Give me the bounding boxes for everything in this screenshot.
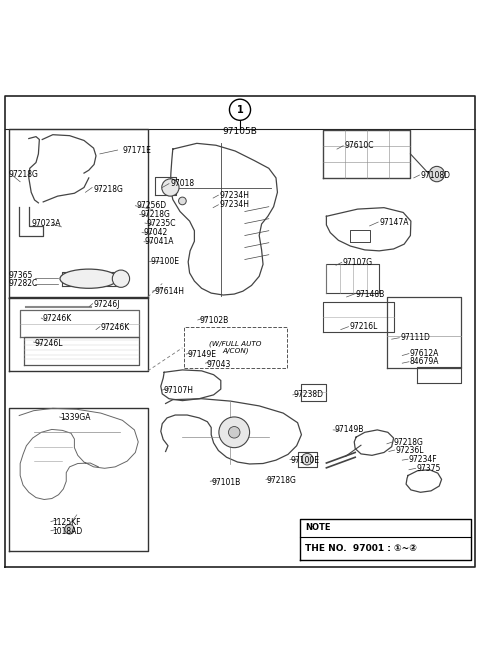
Text: 97100E: 97100E [291, 455, 320, 465]
Text: 97238D: 97238D [294, 391, 324, 399]
Text: 97149E: 97149E [187, 350, 216, 359]
Circle shape [219, 417, 250, 448]
Text: 97234F: 97234F [409, 455, 438, 463]
Text: 1125KF: 1125KF [52, 518, 80, 527]
Text: 97149B: 97149B [334, 426, 363, 434]
Text: 97218G: 97218G [94, 185, 123, 194]
Circle shape [162, 179, 179, 196]
Text: 97147A: 97147A [379, 217, 408, 227]
Text: NOTE: NOTE [305, 524, 331, 532]
Text: 97107G: 97107G [343, 258, 373, 267]
Text: 97610C: 97610C [345, 141, 374, 151]
Text: 97614H: 97614H [154, 286, 184, 296]
Circle shape [301, 453, 313, 465]
Ellipse shape [60, 269, 118, 288]
Text: 97171E: 97171E [122, 146, 151, 154]
Circle shape [179, 197, 186, 205]
Text: 97111D: 97111D [400, 333, 430, 342]
Text: 97218G: 97218G [267, 476, 297, 485]
Circle shape [65, 524, 74, 534]
Text: 97236L: 97236L [396, 446, 424, 455]
Text: 97023A: 97023A [31, 219, 60, 229]
Text: 97234H: 97234H [220, 200, 250, 210]
Text: 97108D: 97108D [420, 170, 450, 180]
Text: 97218G: 97218G [9, 170, 38, 178]
Text: 97043: 97043 [206, 359, 231, 369]
Text: 97375: 97375 [417, 464, 441, 473]
Circle shape [112, 270, 130, 287]
Text: 84679A: 84679A [410, 357, 439, 366]
Text: THE NO.  97001 : ①~②: THE NO. 97001 : ①~② [305, 544, 417, 553]
Text: 97246L: 97246L [35, 339, 63, 347]
Text: 97235C: 97235C [146, 219, 176, 227]
Circle shape [229, 99, 251, 120]
Text: 97218G: 97218G [394, 438, 423, 447]
Text: 1: 1 [237, 105, 243, 115]
Text: 97105B: 97105B [223, 127, 257, 136]
Circle shape [228, 426, 240, 438]
Text: 97100E: 97100E [150, 257, 179, 266]
Text: 1018AD: 1018AD [52, 527, 82, 536]
Text: 97018: 97018 [170, 179, 194, 188]
Text: (W/FULL AUTO
A/CON): (W/FULL AUTO A/CON) [209, 340, 262, 354]
Text: 97107H: 97107H [163, 386, 193, 394]
Text: 97365: 97365 [9, 271, 33, 280]
Text: 97282C: 97282C [9, 279, 38, 288]
Text: 97041A: 97041A [145, 237, 174, 246]
Text: 97256D: 97256D [137, 202, 167, 210]
Text: 97102B: 97102B [200, 316, 229, 326]
Circle shape [429, 166, 444, 182]
Text: 97612A: 97612A [410, 349, 439, 358]
Text: 97246K: 97246K [42, 314, 72, 323]
Text: 97101B: 97101B [211, 478, 240, 487]
Text: 1339GA: 1339GA [60, 414, 91, 422]
Text: 97246K: 97246K [101, 323, 130, 332]
Text: 97234H: 97234H [220, 191, 250, 200]
Text: 97216L: 97216L [349, 322, 378, 332]
Text: 97042: 97042 [144, 228, 168, 237]
Text: 97218G: 97218G [141, 210, 170, 219]
Text: 97148B: 97148B [355, 290, 384, 298]
Text: 97246J: 97246J [94, 300, 120, 309]
